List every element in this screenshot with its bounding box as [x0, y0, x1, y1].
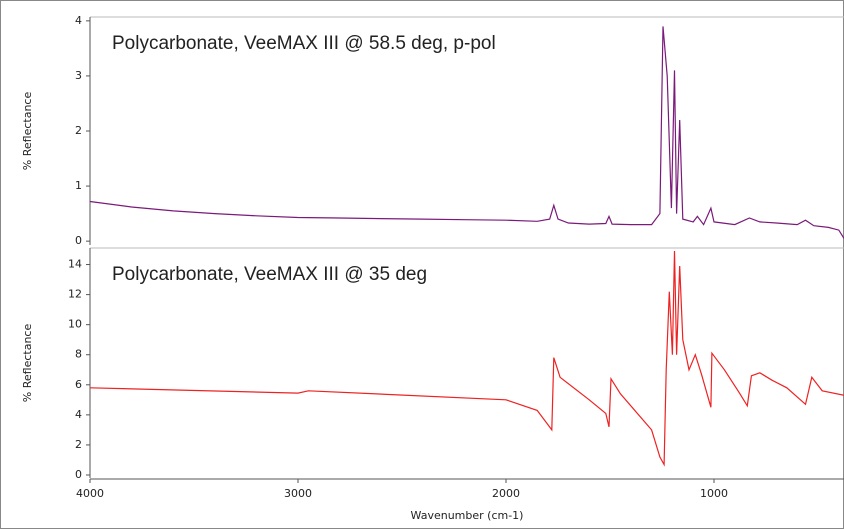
y-tick-label: 10 — [68, 318, 82, 331]
y-tick-label: 3 — [75, 69, 82, 82]
x-tick-label: 2000 — [492, 487, 520, 500]
y-tick-label: 2 — [75, 438, 82, 451]
y-tick-label: 1 — [75, 179, 82, 192]
panel-title: Polycarbonate, VeeMAX III @ 58.5 deg, p-… — [112, 33, 496, 54]
y-tick-label: 8 — [75, 348, 82, 361]
y-tick-label: 12 — [68, 288, 82, 301]
y-axis-label: % Reflectance — [21, 324, 34, 403]
panel-title: Polycarbonate, VeeMAX III @ 35 deg — [112, 264, 427, 285]
spectrum-line — [89, 250, 844, 467]
y-tick-label: 0 — [75, 468, 82, 481]
x-axis-label: Wavenumber (cm-1) — [411, 509, 524, 522]
y-tick-label: 4 — [75, 14, 82, 27]
y-tick-label: 2 — [75, 124, 82, 137]
y-tick-label: 4 — [75, 408, 82, 421]
y-tick-label: 14 — [68, 258, 82, 271]
x-tick-label: 3000 — [284, 487, 312, 500]
x-tick-label: 4000 — [76, 487, 104, 500]
y-tick-label: 6 — [75, 378, 82, 391]
spectrum-line — [89, 26, 844, 239]
y-axis-label: % Reflectance — [21, 92, 34, 171]
y-tick-label: 0 — [75, 234, 82, 247]
x-tick-label: 1000 — [700, 487, 728, 500]
